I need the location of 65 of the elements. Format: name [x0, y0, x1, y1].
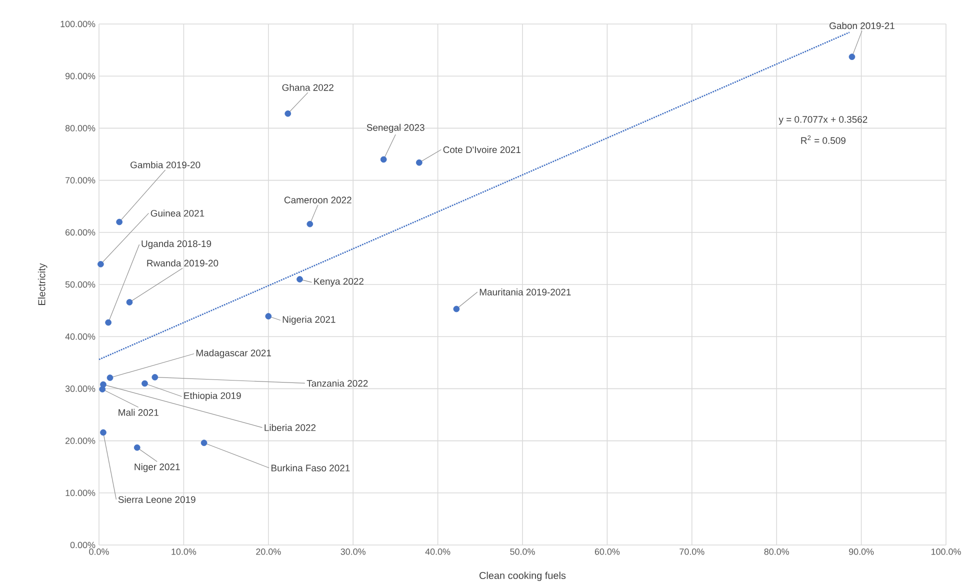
x-tick-label: 0.0% [89, 548, 109, 555]
data-label: Gambia 2019-20 [130, 161, 200, 168]
data-label: Cameroon 2022 [284, 196, 352, 204]
data-label: Mali 2021 [118, 408, 158, 416]
y-tick-label: 60.00% [66, 229, 96, 236]
y-tick-label: 100.00% [60, 20, 96, 28]
x-tick-label: 20.0% [256, 548, 281, 555]
point [142, 380, 148, 387]
data-label: Gabon 2019-21 [830, 22, 894, 30]
x-tick-label: 30.0% [340, 548, 366, 555]
data-label: Cote D'Ivoire 2021 [443, 146, 520, 154]
data-label: Nigeria 2021 [282, 316, 336, 325]
point [100, 429, 106, 436]
annotation: y = 0.7077x + 0.3562 [778, 116, 868, 125]
x-tick-label: 40.0% [425, 548, 450, 555]
point [848, 54, 856, 60]
point [106, 374, 114, 381]
data-label: Senegal 2023 [366, 124, 424, 133]
x-tick-label: 50.0% [510, 548, 535, 555]
data-label: Burkina Faso 2021 [272, 464, 350, 472]
point [134, 444, 140, 451]
point [265, 313, 272, 320]
data-label: Ethiopia 2019 [184, 392, 241, 401]
point [126, 299, 133, 306]
y-tick-label: 0.00% [70, 542, 96, 548]
x-tick-label: 70.0% [680, 548, 704, 555]
data-label: Madagascar 2021 [196, 349, 271, 358]
point [296, 276, 303, 282]
point [306, 220, 314, 228]
data-label: Mauritania 2019-2021 [480, 288, 571, 296]
x-tick-label: 80.0% [764, 548, 789, 555]
point [200, 440, 208, 446]
point [99, 386, 106, 392]
y-tick-label: 90.00% [65, 72, 96, 80]
x-axis-title: Clean cooking fuels [480, 572, 566, 581]
point [116, 218, 123, 226]
y-tick-label: 70.00% [66, 177, 96, 184]
point [98, 260, 104, 268]
x-tick-label: 60.0% [594, 548, 620, 555]
data-label: Guinea 2021 [150, 210, 204, 217]
data-label: Liberia 2022 [264, 424, 316, 432]
y-axis-title: Electricity [38, 263, 48, 305]
data-label: Uganda 2018-19 [142, 240, 212, 249]
data-label: Ghana 2022 [282, 84, 334, 91]
data-label: Sierra Leone 2019 [118, 496, 196, 503]
y-tick-label: 40.00% [65, 333, 96, 340]
y-tick-label: 30.00% [65, 386, 96, 392]
x-tick-label: 100.0% [931, 548, 961, 555]
annotation: R$^{2}$ = 0.509 [801, 135, 846, 144]
y-tick-label: 80.00% [65, 125, 96, 132]
data-label: Rwanda 2019-20 [147, 260, 218, 267]
x-tick-label: 90.0% [849, 548, 874, 555]
point [453, 306, 460, 312]
y-tick-label: 10.00% [66, 490, 96, 496]
data-label: Niger 2021 [134, 463, 180, 472]
point [152, 374, 158, 380]
point [284, 110, 292, 117]
x-tick-label: 10.0% [172, 548, 196, 555]
data-label: Kenya 2022 [314, 278, 364, 287]
y-tick-label: 20.00% [66, 438, 96, 444]
y-tick-label: 50.00% [65, 281, 96, 288]
point [380, 156, 387, 163]
point [105, 319, 112, 326]
point [416, 159, 422, 166]
data-label: Tanzania 2022 [306, 380, 368, 387]
